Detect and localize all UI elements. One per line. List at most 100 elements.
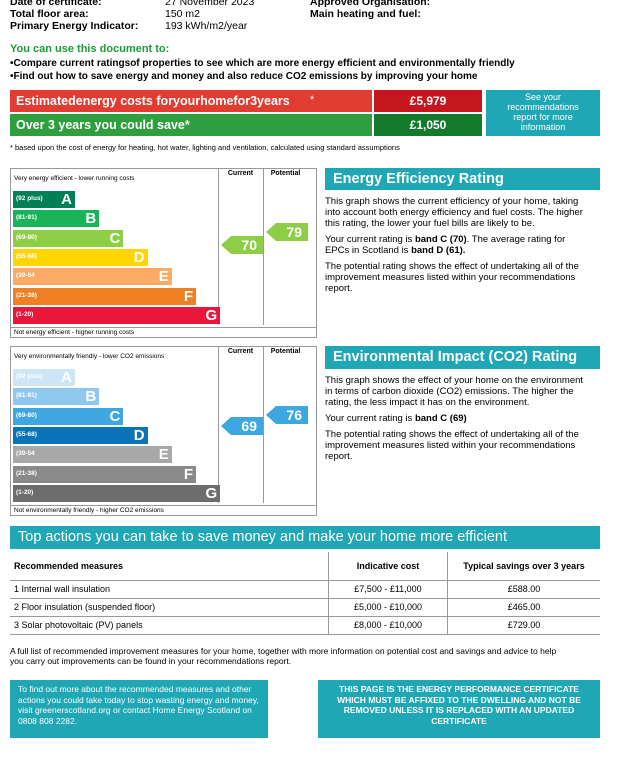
band: (39-54 E bbox=[13, 268, 172, 286]
paragraph: This graph shows the effect of your home… bbox=[325, 375, 584, 408]
band-range: (55-68) bbox=[16, 430, 37, 438]
potential-arrow: 79 bbox=[266, 223, 308, 241]
band-range: (92 plus) bbox=[16, 195, 43, 202]
value: 193 kWh/m2/year bbox=[165, 20, 248, 32]
text: . The average rating for EPCs in Scotlan… bbox=[325, 234, 566, 256]
band-letter: G bbox=[205, 484, 218, 502]
top-label: Very environmentally friendly - lower CO… bbox=[14, 353, 165, 360]
bullet: •Find out how to save energy and money a… bbox=[10, 71, 478, 82]
text: band D (61). bbox=[411, 245, 466, 256]
cell: £588.00 bbox=[447, 580, 600, 599]
table-row: 1 Internal wall insulation £7,500 - £11,0… bbox=[10, 580, 600, 599]
bottom-label: Not environmentally friendly - higher CO… bbox=[14, 507, 164, 514]
cell: £729.00 bbox=[447, 616, 600, 635]
section-title: Energy Efficiency Rating bbox=[325, 168, 600, 190]
band-letter: F bbox=[183, 465, 193, 483]
cell: 3 Solar photovoltaic (PV) panels bbox=[10, 616, 329, 635]
band-range: (1-20) bbox=[16, 310, 34, 318]
paragraph: Your current rating is band C (70). The … bbox=[325, 234, 587, 256]
text: band C (69) bbox=[414, 413, 467, 424]
band-range: (81-91) bbox=[16, 392, 37, 400]
side-note: See your recommendations report for more… bbox=[486, 90, 600, 136]
cell: £7,500 - £11,000 bbox=[328, 580, 448, 599]
band: (81-91) B bbox=[13, 210, 100, 228]
band: (92 plus) A bbox=[13, 369, 75, 386]
paragraph: This graph shows the current efficiency … bbox=[325, 196, 583, 229]
band: (55-68) D bbox=[13, 248, 148, 266]
band-range: (39-54 bbox=[16, 450, 35, 458]
cost-label: Over 3 years you could save* bbox=[16, 118, 190, 132]
band-letter: A bbox=[61, 191, 72, 208]
column-header: Indicative cost bbox=[328, 552, 448, 581]
label: Primary Energy Indicator: bbox=[10, 20, 139, 32]
paragraph: The potential rating shows the effect of… bbox=[325, 261, 579, 294]
text: band C (70) bbox=[414, 234, 467, 245]
band: (21-38) F bbox=[13, 465, 196, 483]
band: (69-80) C bbox=[13, 229, 124, 247]
paragraph: Your current rating is band C (69) bbox=[325, 413, 587, 424]
table-row: 2 Floor insulation (suspended floor) £5,0… bbox=[10, 598, 600, 617]
current-arrow: 70 bbox=[221, 236, 263, 254]
vline bbox=[218, 169, 219, 325]
vline bbox=[263, 169, 264, 325]
value: 27 November 2023 bbox=[165, 0, 255, 8]
cell: £465.00 bbox=[447, 598, 600, 617]
hline bbox=[11, 327, 316, 328]
vline bbox=[218, 347, 219, 503]
column-header: Potential bbox=[270, 170, 301, 177]
band-range: (92 plus) bbox=[16, 373, 43, 380]
bullet: •Compare current ratingsof properties to… bbox=[10, 58, 515, 69]
value: 150 m2 bbox=[165, 8, 201, 20]
band-range: (69-80) bbox=[16, 411, 37, 419]
cell: £8,000 - £10,000 bbox=[328, 616, 448, 635]
actions-title: Top actions you can take to save money a… bbox=[10, 526, 600, 549]
intro-title: You can use this document to: bbox=[10, 43, 170, 55]
label: Total floor area: bbox=[10, 8, 89, 20]
column-header: Current bbox=[227, 348, 254, 355]
footnote: * based upon the cost of energy for heat… bbox=[10, 143, 400, 152]
cost-label: Estimatedenergy costs foryourhomefor3yea… bbox=[16, 94, 290, 108]
label: Approved Organisation: bbox=[310, 0, 431, 8]
info-box: To find out more about the recommended m… bbox=[10, 680, 268, 738]
cell: 1 Internal wall insulation bbox=[10, 580, 329, 599]
band-letter: C bbox=[109, 407, 121, 425]
section-text: This graph shows the current efficiency … bbox=[325, 196, 587, 299]
column-header: Potential bbox=[270, 348, 301, 355]
column-header: Recommended measures bbox=[10, 552, 329, 581]
band-range: (21-38) bbox=[16, 291, 37, 299]
band-letter: B bbox=[85, 210, 97, 228]
top-label: Very energy efficient - lower running co… bbox=[14, 175, 135, 182]
band-letter: E bbox=[158, 446, 169, 464]
band-letter: D bbox=[133, 248, 145, 266]
band-range: (39-54 bbox=[16, 272, 35, 280]
band-range: (21-38) bbox=[16, 469, 37, 477]
text: Your current rating is bbox=[325, 234, 415, 245]
band-letter: G bbox=[205, 306, 218, 324]
column-header: Current bbox=[227, 170, 254, 177]
band: (81-91) B bbox=[13, 388, 100, 406]
header-row: Recommended measures Indicative cost Typ… bbox=[10, 552, 600, 581]
band-range: (1-20) bbox=[16, 488, 34, 496]
current-arrow: 69 bbox=[221, 417, 263, 435]
band-range: (55-68) bbox=[16, 252, 37, 260]
band-letter: F bbox=[183, 287, 193, 305]
cost-value: £1,050 bbox=[374, 114, 482, 136]
vline bbox=[263, 347, 264, 503]
cost-row: Estimatedenergy costs foryourhomefor3yea… bbox=[10, 90, 372, 112]
band: (1-20) G bbox=[13, 306, 221, 324]
energy-chart: 70 79 Very energy efficient - lower runn… bbox=[10, 168, 317, 338]
text: Your current rating is bbox=[325, 413, 415, 424]
label: Main heating and fuel: bbox=[310, 8, 421, 20]
cell: 2 Floor insulation (suspended floor) bbox=[10, 598, 329, 617]
cell: £5,000 - £10,000 bbox=[328, 598, 448, 617]
cost-mark: * bbox=[310, 94, 315, 106]
band: (92 plus) A bbox=[13, 191, 75, 208]
band-letter: B bbox=[85, 388, 97, 406]
band: (39-54 E bbox=[13, 446, 172, 464]
notice-box: THIS PAGE IS THE ENERGY PERFORMANCE CERT… bbox=[318, 680, 600, 738]
table-row: 3 Solar photovoltaic (PV) panels £8,000 -… bbox=[10, 616, 600, 635]
environment-chart: 69 76 Very environmentally friendly - lo… bbox=[10, 346, 317, 516]
hline bbox=[11, 505, 316, 506]
potential-arrow: 76 bbox=[266, 406, 308, 424]
